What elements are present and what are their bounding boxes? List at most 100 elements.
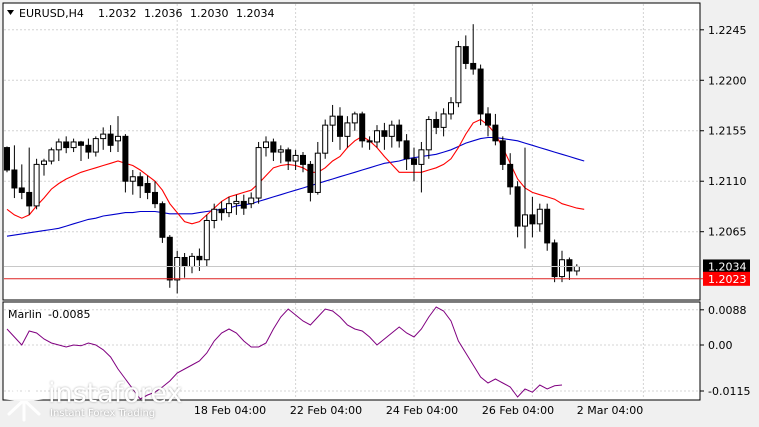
candle[interactable] (70, 138, 77, 153)
candle[interactable] (55, 138, 62, 162)
candle[interactable] (255, 141, 262, 204)
candle[interactable] (174, 250, 181, 294)
candle[interactable] (344, 116, 351, 148)
candle[interactable] (433, 111, 440, 135)
candle[interactable] (166, 235, 173, 288)
candle[interactable] (337, 107, 343, 150)
candle[interactable] (41, 158, 47, 176)
candle[interactable] (366, 136, 373, 150)
candle-body (455, 46, 462, 104)
ohlc-low: 1.2030 (190, 7, 229, 20)
price-panel[interactable] (2, 2, 701, 301)
level-price-tag (703, 271, 750, 286)
candle[interactable] (566, 257, 573, 280)
candle[interactable] (544, 203, 551, 251)
candle[interactable] (522, 147, 528, 249)
candle[interactable] (248, 192, 255, 209)
candle[interactable] (115, 116, 121, 153)
candle[interactable] (425, 116, 432, 159)
candle[interactable] (536, 203, 543, 232)
candle[interactable] (388, 120, 395, 148)
candle[interactable] (440, 108, 447, 137)
collapse-triangle-icon[interactable] (7, 10, 14, 15)
candle[interactable] (203, 214, 210, 267)
candle[interactable] (492, 113, 499, 146)
candle[interactable] (351, 111, 358, 131)
candle[interactable] (418, 141, 425, 193)
indicator-panel[interactable] (2, 301, 701, 401)
candle[interactable] (396, 119, 403, 148)
axis-labels: 1.2245 1.2200 1.2155 1.2110 1.2065 18 Feb 04:… (194, 24, 751, 417)
candle[interactable] (381, 122, 388, 150)
candle-body (63, 141, 70, 149)
level-price-label: 1.2023 (708, 273, 747, 286)
candle[interactable] (470, 24, 477, 75)
candle[interactable] (477, 64, 484, 126)
candle[interactable] (92, 136, 99, 157)
candle[interactable] (85, 138, 92, 159)
candle[interactable] (122, 134, 129, 193)
candle[interactable] (100, 127, 107, 150)
candle[interactable] (48, 147, 55, 165)
candle[interactable] (4, 146, 10, 173)
candle[interactable] (233, 194, 240, 215)
candle[interactable] (448, 97, 454, 120)
candle-body (218, 208, 225, 214)
candle[interactable] (33, 158, 40, 210)
candle-body (100, 133, 107, 140)
candle[interactable] (78, 140, 84, 162)
candle[interactable] (129, 170, 136, 195)
candle[interactable] (411, 147, 417, 182)
candle[interactable] (218, 201, 225, 221)
time-tick-label: 24 Feb 04:00 (386, 404, 458, 417)
candlesticks (4, 24, 580, 294)
candle[interactable] (11, 145, 18, 199)
candle[interactable] (63, 136, 70, 154)
candle[interactable] (507, 153, 514, 195)
candle[interactable] (285, 147, 292, 171)
candle-body (196, 255, 203, 261)
grid-lines (4, 4, 699, 399)
candle[interactable] (359, 111, 366, 148)
candle[interactable] (529, 196, 536, 238)
candle[interactable] (18, 164, 25, 200)
candle[interactable] (314, 141, 321, 195)
candle[interactable] (270, 138, 277, 162)
candle[interactable] (159, 201, 166, 243)
candle-body (544, 208, 551, 244)
candle[interactable] (485, 107, 491, 137)
candle[interactable] (514, 181, 521, 238)
candle[interactable] (152, 181, 158, 209)
candle[interactable] (455, 41, 462, 108)
candle[interactable] (26, 147, 33, 215)
candle[interactable] (292, 149, 299, 171)
candle[interactable] (144, 175, 151, 200)
candle[interactable] (403, 134, 410, 171)
candle[interactable] (263, 136, 269, 157)
candle[interactable] (374, 125, 380, 148)
time-tick-label: 2 Mar 04:00 (577, 404, 643, 417)
candle-body (507, 163, 514, 188)
candle-body (181, 256, 188, 267)
symbol-timeframe: EURUSD,H4 (19, 7, 84, 20)
indicator-tick-label: 0.00 (708, 339, 733, 352)
candle-body (551, 242, 558, 278)
candle[interactable] (499, 136, 506, 171)
candle[interactable] (137, 172, 144, 199)
candle[interactable] (107, 125, 114, 153)
candle[interactable] (226, 196, 232, 218)
candle[interactable] (196, 248, 203, 271)
candle-body (70, 141, 77, 149)
candle-body (263, 141, 269, 149)
candle[interactable] (277, 145, 284, 164)
candle[interactable] (551, 239, 558, 283)
candle[interactable] (211, 203, 218, 229)
candle[interactable] (329, 104, 336, 142)
candle[interactable] (307, 161, 314, 202)
candle[interactable] (300, 152, 306, 173)
candle[interactable] (240, 194, 247, 215)
candle[interactable] (462, 35, 469, 70)
indicator-value: -0.0085 (48, 308, 90, 321)
candle[interactable] (322, 119, 329, 159)
ma-slow-line (6, 136, 585, 237)
